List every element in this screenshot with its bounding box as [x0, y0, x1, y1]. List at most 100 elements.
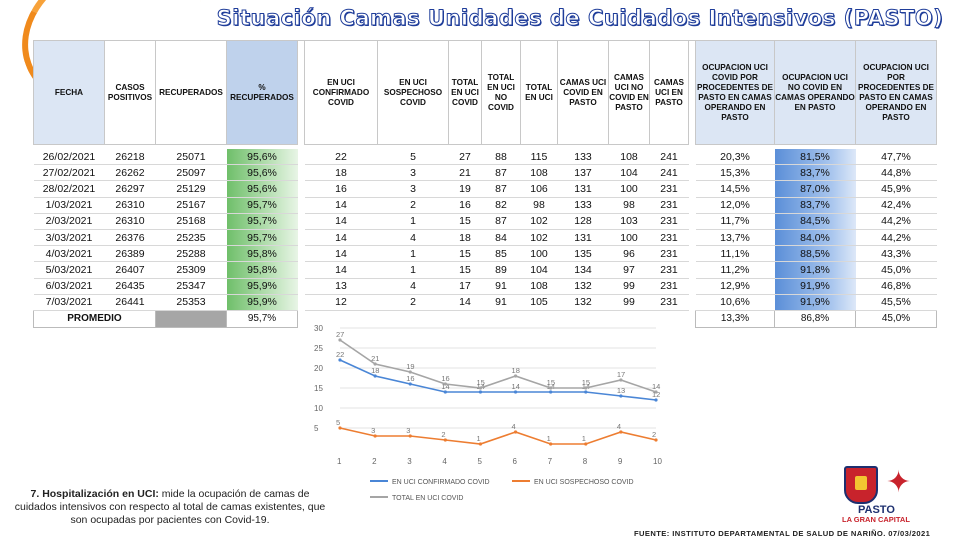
header-cell-9: CAMAS UCI COVID EN PASTO [557, 40, 609, 145]
data-label: 1 [476, 434, 480, 443]
promedio-row: PROMEDIO 95,7% 13,3% 86,8% 45,0% [33, 309, 937, 328]
y-tick-label: 10 [314, 404, 323, 413]
header-cell-5: EN UCI SOSPECHOSO COVID [377, 40, 449, 145]
data-point [584, 386, 588, 390]
data-point [478, 442, 483, 446]
table-cell: 45,0% [855, 261, 937, 279]
data-label: 14 [441, 382, 449, 391]
table-cell: 87 [481, 213, 521, 230]
table-cell: 131 [557, 180, 609, 198]
row-spacer [689, 278, 696, 294]
table-cell: 25097 [155, 164, 227, 182]
table-cell: 15 [448, 213, 482, 230]
table-cell: 128 [557, 213, 609, 230]
table-cell: 87 [481, 164, 521, 182]
table-cell: 132 [557, 294, 609, 311]
table-cell: 26435 [104, 278, 156, 295]
table-cell: 89 [481, 261, 521, 279]
table-cell: 25168 [155, 213, 227, 230]
table-cell: 26297 [104, 180, 156, 198]
y-tick-label: 15 [314, 384, 323, 393]
table-cell: 47,7% [855, 149, 937, 166]
data-point [338, 338, 342, 342]
table-cell: 133 [557, 197, 609, 214]
table-cell: 13,7% [695, 229, 775, 247]
data-point [338, 358, 342, 362]
data-label: 19 [406, 362, 414, 371]
table-cell: 12,0% [695, 197, 775, 214]
table-cell: 25353 [155, 294, 227, 311]
table-cell: 84 [481, 229, 521, 247]
table-cell: 103 [608, 213, 650, 230]
table-cell: 14 [304, 213, 378, 230]
table-cell: 231 [649, 180, 689, 198]
table-cell: 12,9% [695, 278, 775, 295]
table-cell: 26218 [104, 149, 156, 166]
data-point [549, 390, 553, 394]
table-cell: 26376 [104, 229, 156, 247]
x-tick-label: 8 [583, 457, 588, 466]
table-cell: 84,5% [774, 213, 856, 230]
table-cell: 17 [448, 278, 482, 295]
table-cell: 22 [304, 149, 378, 166]
table-cell: 16 [304, 180, 378, 198]
header-cell-8: TOTAL EN UCI [520, 40, 558, 145]
table-cell: 231 [649, 197, 689, 214]
table-cell: 26389 [104, 245, 156, 263]
table-cell: 1/03/2021 [33, 197, 105, 214]
data-label: 3 [371, 426, 375, 435]
table-cell: 95,8% [226, 245, 298, 263]
promedio-occ-covid: 13,3% [695, 309, 775, 328]
y-tick-label: 30 [314, 324, 323, 333]
data-point [654, 398, 658, 402]
table-cell: 18 [448, 229, 482, 247]
table-cell: 25235 [155, 229, 227, 247]
table-cell: 27 [448, 149, 482, 166]
table-cell: 100 [520, 245, 558, 263]
table-cell: 28/02/2021 [33, 180, 105, 198]
table-cell: 12 [304, 294, 378, 311]
table-cell: 100 [608, 180, 650, 198]
x-tick-label: 1 [337, 457, 342, 466]
table-cell: 6/03/2021 [33, 278, 105, 295]
table-cell: 7/03/2021 [33, 294, 105, 311]
data-point [584, 390, 588, 394]
table-cell: 83,7% [774, 197, 856, 214]
table-cell: 96 [608, 245, 650, 263]
table-cell: 95,8% [226, 261, 298, 279]
data-label: 18 [371, 366, 379, 375]
table-cell: 14 [304, 261, 378, 279]
table-cell: 132 [557, 278, 609, 295]
table-cell: 108 [520, 278, 558, 295]
row-spacer [689, 213, 696, 229]
header-cell-10: CAMAS UCI NO COVID EN PASTO [608, 40, 650, 145]
data-label: 18 [512, 366, 520, 375]
x-tick-label: 3 [407, 457, 412, 466]
table-cell: 137 [557, 164, 609, 182]
data-label: 14 [652, 382, 660, 391]
data-point [654, 390, 658, 394]
data-label: 3 [406, 426, 410, 435]
table-cell: 95,7% [226, 213, 298, 230]
table-cell: 25071 [155, 149, 227, 166]
source-text: FUENTE: INSTITUTO DEPARTAMENTAL DE SALUD… [634, 529, 931, 538]
table-cell: 14 [304, 245, 378, 263]
row-spacer [298, 149, 305, 165]
header-spacer [297, 40, 305, 145]
table-cell: 91 [481, 278, 521, 295]
table-cell: 15,3% [695, 164, 775, 182]
table-cell: 2 [377, 294, 449, 311]
table-cell: 26310 [104, 213, 156, 230]
x-tick-label: 4 [442, 457, 447, 466]
header-cell-4: EN UCI CONFIRMADO COVID [304, 40, 378, 145]
x-tick-label: 10 [653, 457, 662, 466]
row-spacer [298, 181, 305, 197]
table-cell: 102 [520, 213, 558, 230]
data-label: 16 [406, 374, 414, 383]
promedio-grey-cell [155, 309, 227, 328]
table-cell: 14 [304, 197, 378, 214]
header-cell-12: OCUPACION UCI COVID POR PROCEDENTES DE P… [695, 40, 775, 145]
table-cell: 21 [448, 164, 482, 182]
table-row: 28/02/2021 26297 25129 95,6% 16 3 19 87 106 131 10… [33, 180, 937, 198]
header-cell-1: CASOS POSITIVOS [104, 40, 156, 145]
